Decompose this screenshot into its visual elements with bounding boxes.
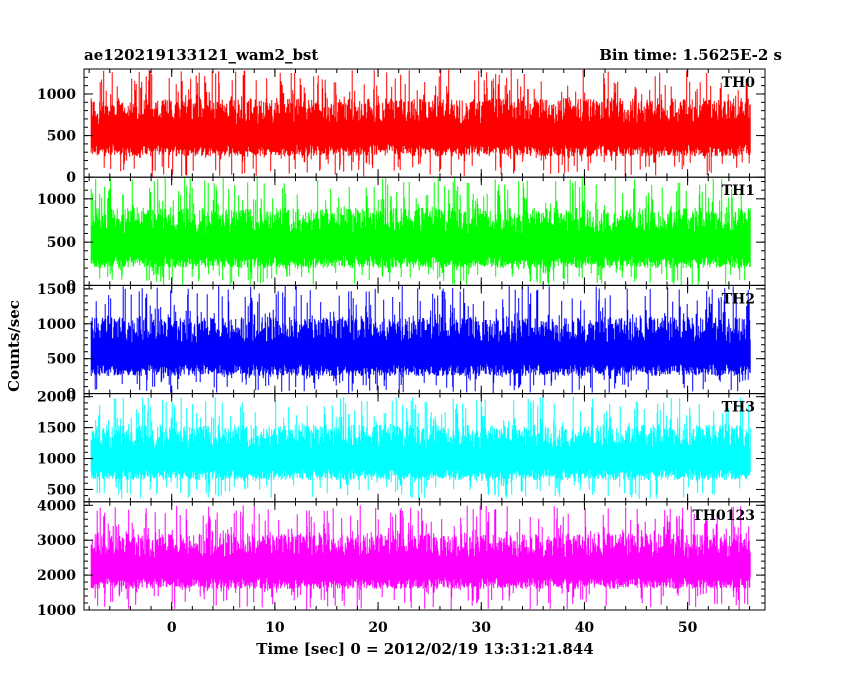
y-tick-label: 2000 [37, 568, 76, 584]
y-tick-label: 1000 [37, 317, 76, 333]
panel-th3: 500 1000 1500 2000 TH3 [37, 390, 766, 503]
y-tick-label: 1500 [37, 282, 76, 298]
series-th2 [90, 285, 751, 394]
y-tick-label: 2000 [37, 390, 76, 406]
x-tick-label: 40 [575, 620, 595, 636]
series-th0123 [90, 505, 751, 610]
y-tick-label: 0 [66, 170, 76, 186]
x-tick-label: 30 [472, 620, 492, 636]
y-tick-label: 500 [47, 235, 76, 251]
y-tick-label: 1000 [37, 452, 76, 468]
y-tick-label: 500 [47, 352, 76, 368]
series-th0 [90, 69, 751, 177]
x-tick-label: 50 [678, 620, 698, 636]
y-tick-label: 1500 [37, 421, 76, 437]
y-tick-label: 1000 [37, 192, 76, 208]
y-tick-label: 4000 [37, 498, 76, 514]
y-tick-label: 1000 [37, 87, 76, 103]
series-th3 [90, 396, 751, 499]
x-axis-label: Time [sec] 0 = 2012/02/19 13:31:21.844 [256, 640, 593, 658]
panel-label: TH0 [722, 75, 756, 91]
y-tick-label: 0 [66, 278, 76, 294]
y-tick-label: 3000 [37, 533, 76, 549]
panel-label: TH2 [722, 291, 755, 307]
chart-title: ae120219133121_wam2_bst [84, 46, 319, 64]
y-tick-label: 500 [47, 482, 76, 498]
panel-th0: 0 500 1000 TH0 [37, 68, 766, 186]
y-tick-label: 1000 [37, 603, 76, 619]
panel-th0123: 1000 2000 3000 4000 TH0123 [37, 498, 766, 619]
x-tick-label: 0 [167, 620, 177, 636]
y-axis-label: Counts/sec [5, 300, 23, 392]
x-tick-label: 10 [265, 620, 285, 636]
bin-time-label: Bin time: 1.5625E-2 s [599, 46, 782, 64]
panel-th2: 0 500 1000 1500 TH2 [37, 282, 766, 403]
y-tick-label: 0 [66, 387, 76, 403]
panel-label: TH1 [722, 183, 755, 199]
x-tick-label: 20 [368, 620, 388, 636]
series-th1 [90, 177, 751, 286]
y-tick-label: 500 [47, 129, 76, 145]
panel-frame [83, 501, 766, 611]
panel-label: TH0123 [692, 508, 755, 524]
panel-th1: 0 500 1000 TH1 [37, 176, 766, 294]
panel-label: TH3 [722, 400, 755, 416]
